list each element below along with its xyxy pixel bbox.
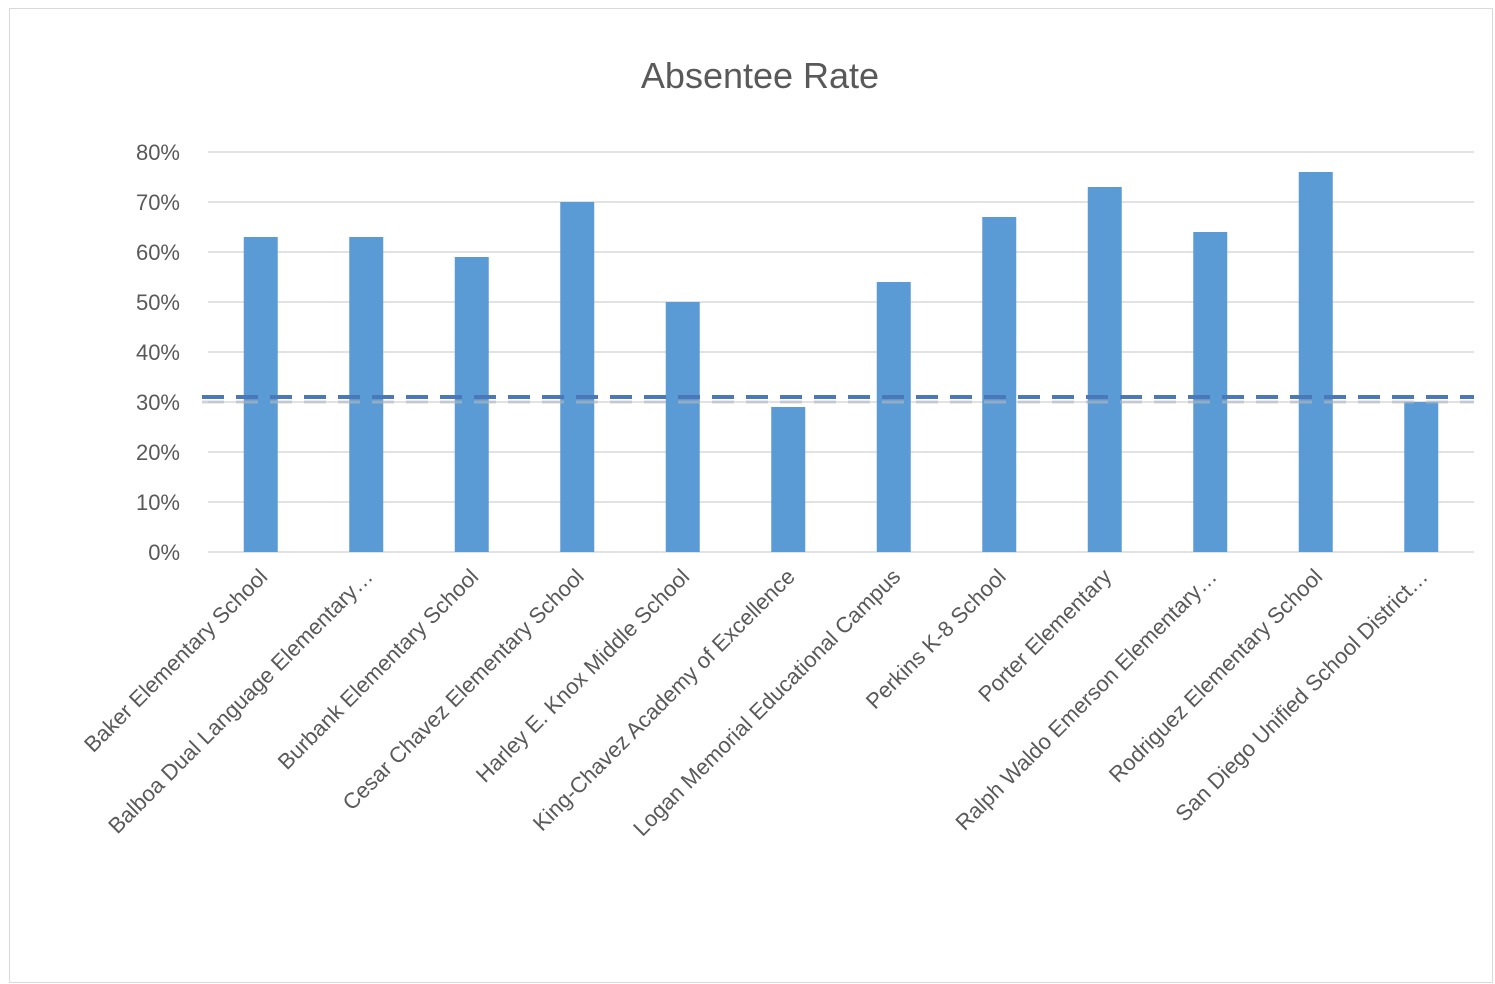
bar	[1193, 232, 1228, 552]
bars	[243, 172, 1439, 552]
y-tick-label: 30%	[136, 390, 180, 415]
bar	[349, 237, 384, 552]
y-tick-label: 50%	[136, 290, 180, 315]
bar	[1087, 187, 1122, 552]
x-tick-label: Baker Elementary School	[79, 564, 272, 757]
y-tick-label: 70%	[136, 190, 180, 215]
x-tick-label: Harley E. Knox Middle School	[471, 564, 694, 787]
y-tick-label: 40%	[136, 340, 180, 365]
y-tick-label: 80%	[136, 140, 180, 165]
bar	[1404, 402, 1439, 552]
bar	[876, 282, 911, 552]
chart-title: Absentee Rate	[641, 55, 879, 96]
gridlines	[208, 151, 1474, 553]
y-tick-label: 60%	[136, 240, 180, 265]
y-tick-label: 0%	[148, 540, 180, 565]
bar	[454, 257, 489, 552]
bar	[1298, 172, 1333, 552]
reference-line-layer	[202, 395, 1474, 404]
bar	[982, 217, 1017, 552]
x-tick-label: Rodriguez Elementary School	[1104, 564, 1327, 787]
bar	[243, 237, 278, 552]
bar	[560, 202, 595, 552]
bar	[771, 407, 806, 552]
y-tick-label: 10%	[136, 490, 180, 515]
y-tick-label: 20%	[136, 440, 180, 465]
x-tick-label: Burbank Elementary School	[273, 564, 484, 775]
bar	[665, 302, 700, 552]
y-axis-ticks: 0% 10% 20% 30% 40% 50% 60% 70% 80%	[136, 140, 180, 565]
